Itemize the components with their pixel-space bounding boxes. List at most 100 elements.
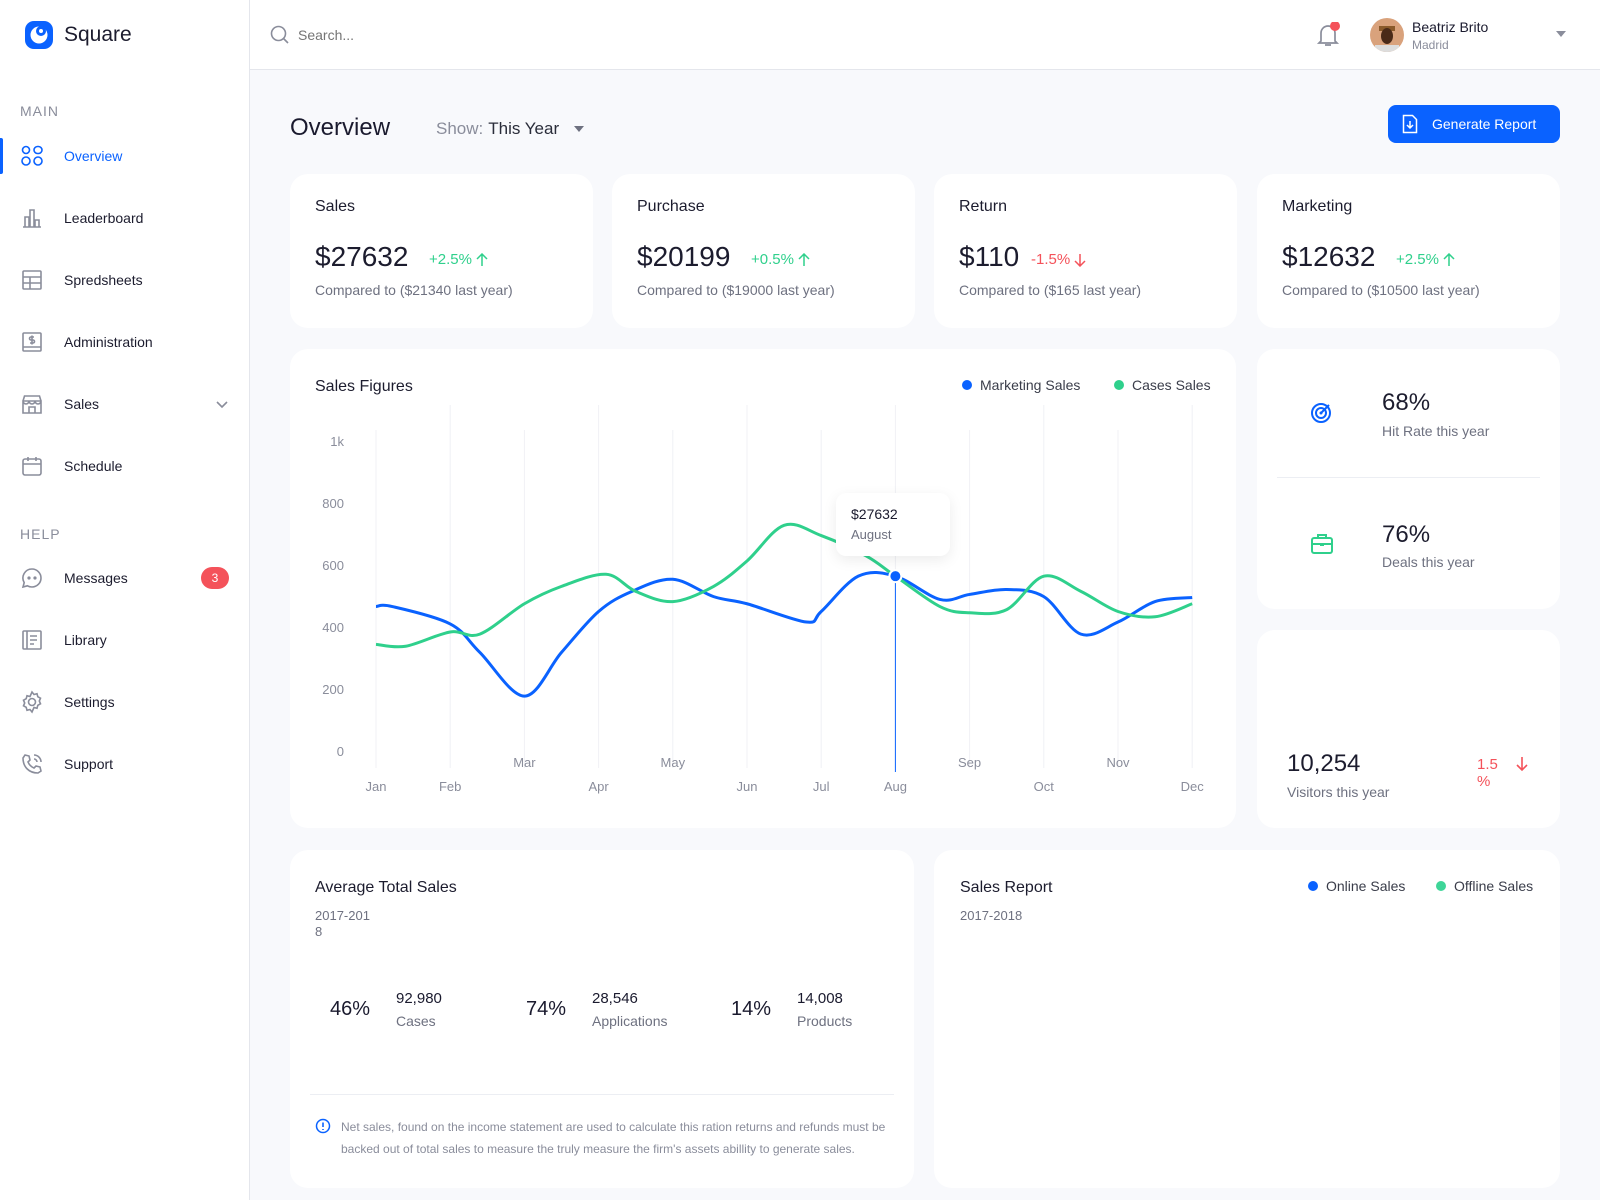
avg-label: Products — [797, 1013, 853, 1029]
average-total-sales-card: Average Total Sales 2017-201 8 Net sales,… — [290, 850, 914, 1188]
legend-online-sales[interactable]: Online Sales — [1308, 878, 1405, 894]
stat-change-value: +2.5% — [1396, 251, 1439, 268]
sidebar-item-spredsheets[interactable]: Spredsheets — [0, 258, 249, 302]
sidebar-item-label: Settings — [64, 694, 115, 710]
legend-marketing-sales[interactable]: Marketing Sales — [962, 377, 1080, 393]
sidebar-item-label: Spredsheets — [64, 272, 143, 288]
stat-change: +2.5% — [1396, 251, 1455, 268]
divider — [310, 1094, 894, 1095]
logo[interactable]: Square — [24, 20, 132, 50]
visitors-change-value: 1.5 — [1477, 756, 1498, 773]
visitors-value: 10,254 — [1287, 750, 1361, 777]
stat-title: Sales — [315, 198, 356, 215]
legend-label: Cases Sales — [1132, 377, 1211, 393]
sidebar-item-messages[interactable]: Messages 3 — [0, 556, 249, 600]
stat-value: $12632 — [1282, 241, 1376, 272]
user-name[interactable]: Beatriz Brito — [1412, 19, 1489, 35]
avg-percent: 14% — [730, 998, 772, 1020]
kpi-card: 68% Hit Rate this year 76% Deals this ye… — [1257, 349, 1560, 609]
hit-rate-value: 68% — [1382, 389, 1431, 416]
visitors-change: 1.5% — [1477, 756, 1498, 790]
divider — [1277, 477, 1540, 478]
app-name: Square — [64, 23, 132, 46]
avg-sales-title: Average Total Sales — [315, 879, 457, 896]
stat-value: $27632 — [315, 241, 409, 272]
sidebar: Square MAIN HELP Overview Leaderboard Spre… — [0, 0, 250, 1200]
bell-icon — [1316, 21, 1340, 46]
legend-dot — [962, 380, 972, 390]
arrow-up-icon — [798, 252, 810, 266]
stat-card-purchase[interactable]: Purchase $20199 +0.5% Compared to ($1900… — [612, 174, 915, 328]
stat-compare: Compared to ($165 last year) — [959, 282, 1142, 298]
sales-figures-card: Sales Figures Marketing Sales Cases Sale… — [290, 349, 1236, 828]
sidebar-item-schedule[interactable]: Schedule — [0, 444, 249, 488]
period-part: 2017-201 — [315, 908, 370, 923]
avatar[interactable] — [1370, 18, 1404, 52]
legend-dot — [1308, 881, 1318, 891]
arrow-up-icon — [1443, 252, 1455, 266]
user-menu-caret-icon[interactable] — [1556, 31, 1566, 37]
period-dropdown[interactable]: Show: This Year — [436, 119, 585, 139]
sidebar-item-label: Administration — [64, 334, 153, 350]
sidebar-item-sales[interactable]: Sales — [0, 382, 249, 426]
sidebar-item-label: Sales — [64, 396, 100, 412]
chat-icon — [21, 568, 42, 589]
sidebar-item-overview[interactable]: Overview — [0, 134, 249, 178]
bar-chart-icon — [23, 209, 41, 228]
notifications-button[interactable] — [1316, 21, 1340, 53]
sidebar-item-library[interactable]: Library — [0, 618, 249, 662]
generate-report-label: Generate Report — [1432, 116, 1537, 132]
legend-offline-sales[interactable]: Offline Sales — [1436, 878, 1533, 894]
stat-change-value: +0.5% — [751, 251, 794, 268]
user-location: Madrid — [1412, 38, 1449, 52]
stat-change-value: +2.5% — [429, 251, 472, 268]
generate-report-button[interactable]: Generate Report — [1388, 105, 1560, 143]
stat-card-sales[interactable]: Sales $27632 +2.5% Compared to ($21340 l… — [290, 174, 593, 328]
sidebar-item-administration[interactable]: Administration — [0, 320, 249, 364]
sales-figures-title: Sales Figures — [315, 378, 413, 395]
stat-title: Marketing — [1282, 198, 1353, 215]
stat-card-marketing[interactable]: Marketing $12632 +2.5% Compared to ($105… — [1257, 174, 1560, 328]
visitors-card: 10,254 Visitors this year 1.5% — [1257, 630, 1560, 828]
stat-change-value: -1.5% — [1031, 251, 1071, 268]
deals-label: Deals this year — [1382, 554, 1475, 570]
sidebar-item-label: Library — [64, 632, 107, 648]
avg-percent: 74% — [525, 998, 567, 1020]
page-title: Overview — [290, 114, 391, 141]
chart-tooltip: $27632 August — [836, 493, 950, 556]
search-input[interactable] — [298, 22, 698, 48]
phone-icon — [22, 754, 42, 774]
period-part: 8 — [315, 924, 323, 939]
sidebar-item-leaderboard[interactable]: Leaderboard — [0, 196, 249, 240]
avg-value: 28,546 — [592, 990, 638, 1007]
section-help-label: HELP — [20, 526, 61, 542]
chevron-down-icon[interactable] — [215, 397, 229, 411]
sidebar-item-support[interactable]: Support — [0, 742, 249, 786]
grid-icon — [21, 145, 43, 166]
stat-compare: Compared to ($21340 last year) — [315, 282, 513, 298]
sales-report-subtitle: 2017-2018 — [960, 908, 1023, 923]
user-photo-icon — [1375, 26, 1399, 52]
info-icon — [315, 1118, 331, 1134]
arrow-down-icon — [1516, 757, 1528, 772]
sidebar-item-settings[interactable]: Settings — [0, 680, 249, 724]
arrow-up-icon — [476, 252, 488, 266]
sales-report-title: Sales Report — [960, 879, 1053, 896]
legend-label: Online Sales — [1326, 878, 1406, 894]
period-value: This Year — [488, 119, 560, 138]
tooltip-value: $27632 — [851, 506, 898, 522]
avg-sales-period: 2017-201 8 — [315, 908, 370, 940]
book-icon — [22, 630, 42, 650]
sidebar-item-label: Support — [64, 756, 114, 772]
stat-change: +0.5% — [751, 251, 810, 268]
gear-icon — [22, 690, 42, 714]
legend-cases-sales[interactable]: Cases Sales — [1114, 377, 1211, 393]
stat-card-return[interactable]: Return $110 -1.5% Compared to ($165 last… — [934, 174, 1237, 328]
avg-percent: 46% — [329, 998, 371, 1020]
legend-dot — [1436, 881, 1446, 891]
chevron-down-icon — [574, 126, 585, 132]
legend-label: Offline Sales — [1454, 878, 1534, 894]
stat-change: +2.5% — [429, 251, 488, 268]
avg-label: Applications — [592, 1013, 668, 1029]
stat-value: $110 — [959, 241, 1020, 272]
